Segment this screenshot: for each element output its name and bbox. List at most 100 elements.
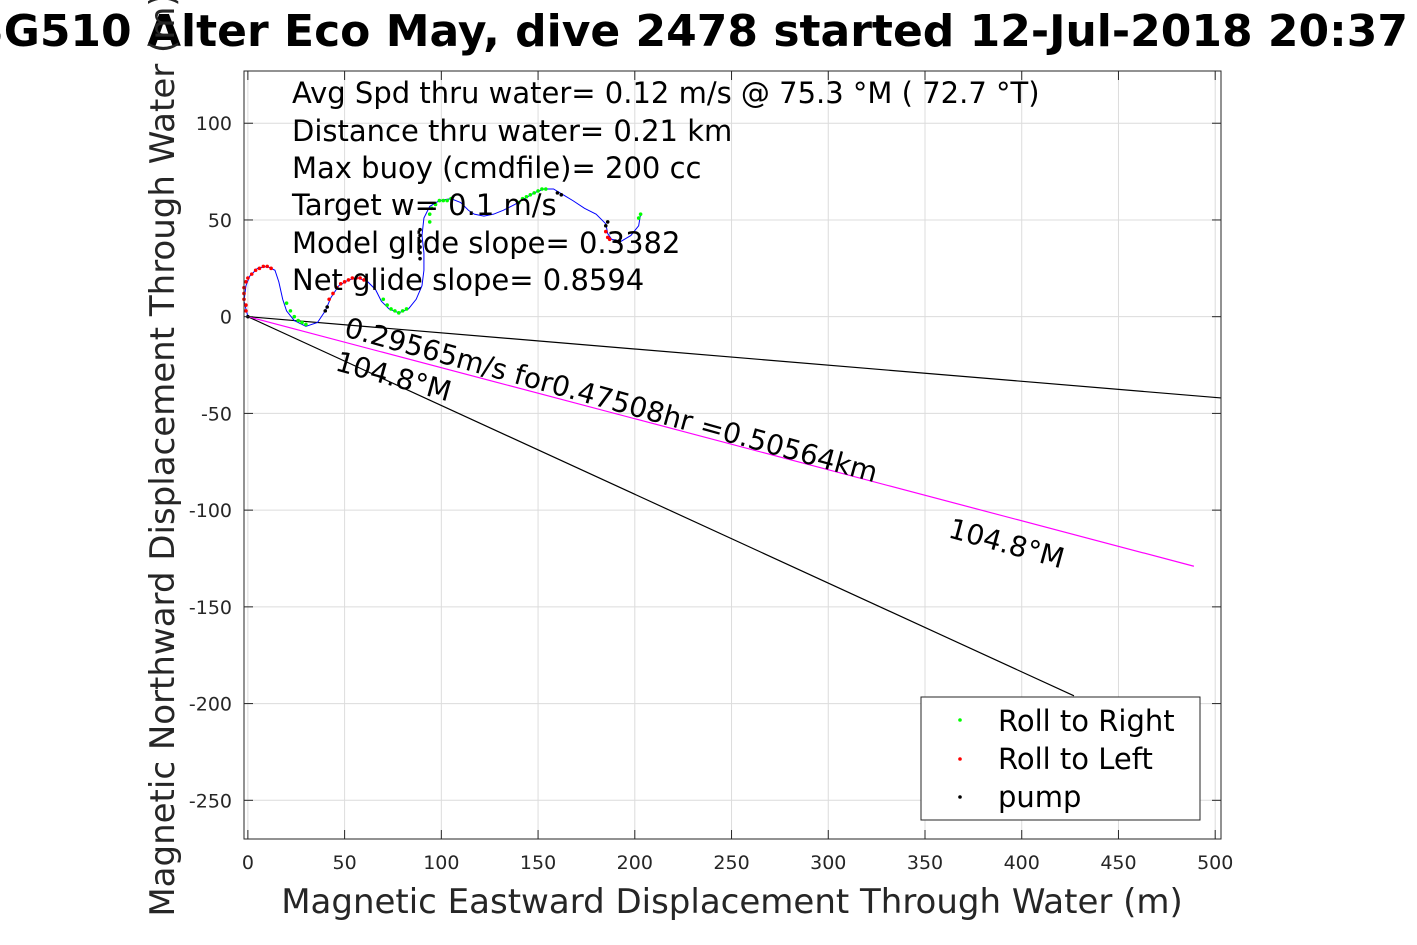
roll-to-left-point — [249, 272, 254, 276]
roll-to-right-point — [433, 202, 438, 207]
roll-to-right-point — [524, 194, 529, 199]
roll-to-right-point — [437, 198, 442, 203]
roll-to-left-point — [358, 276, 362, 280]
roll-to-left-point — [257, 266, 262, 271]
pump-point — [559, 193, 564, 197]
roll-to-right-point — [292, 314, 297, 319]
roll-to-right-point — [429, 206, 434, 211]
chart-title: SG510 Alter Eco May, dive 2478 started 1… — [0, 6, 1408, 57]
pump-point — [605, 220, 610, 224]
roll-to-right-point — [389, 307, 393, 311]
roll-to-left-point — [350, 276, 355, 280]
x-tick-label: 400 — [1004, 852, 1040, 874]
roll-to-left-point — [253, 268, 258, 273]
axes-box — [243, 70, 1222, 840]
x-tick-label: 50 — [333, 852, 357, 874]
legend-label-pump: pump — [998, 780, 1081, 814]
roll-to-left-point — [265, 264, 270, 269]
legend-marker-roll-right — [958, 718, 962, 722]
heading-lower-line — [247, 316, 1075, 697]
info-net-glide: Net glide slope= 0.8594 — [292, 263, 644, 297]
info-max-buoy: Max buoy (cmdfile)= 200 cc — [292, 151, 701, 185]
track-line — [243, 188, 642, 327]
y-tick-label: -100 — [189, 500, 232, 522]
pump-point — [418, 227, 422, 232]
info-distance: Distance thru water= 0.21 km — [292, 114, 732, 148]
y-tick-label: 50 — [208, 210, 232, 232]
pump-point — [325, 305, 329, 309]
roll-to-left-point — [342, 280, 347, 284]
legend-marker-roll-left — [958, 757, 962, 761]
y-tick-label: -150 — [189, 597, 232, 619]
y-tick-label: 100 — [196, 113, 232, 135]
y-tick-label: -50 — [201, 403, 232, 425]
pump-point — [418, 251, 422, 255]
roll-to-left-point — [261, 264, 266, 269]
roll-to-right-point — [300, 320, 304, 325]
y-axis-label: Magnetic Northward Displacement Through … — [143, 0, 183, 917]
roll-to-left-point — [346, 278, 351, 282]
roll-to-right-point — [520, 196, 525, 201]
roll-to-right-point — [532, 191, 536, 195]
y-axis-ticks: -250 -200 -150 -100 -50 0 50 100 — [189, 113, 1221, 812]
pump-point — [418, 256, 422, 261]
roll-to-right-point — [396, 311, 401, 315]
roll-to-right-point — [449, 196, 453, 201]
roll-to-right-point — [404, 307, 409, 311]
y-tick-label: 0 — [220, 307, 232, 329]
x-tick-label: 0 — [242, 852, 254, 874]
roll-to-right-point — [441, 198, 446, 203]
x-tick-label: 250 — [713, 852, 749, 874]
y-tick-label: -200 — [189, 694, 232, 716]
pump-point — [617, 239, 622, 244]
pump-point — [555, 191, 560, 195]
legend-label-roll-left: Roll to Left — [998, 742, 1153, 776]
roll-to-right-point — [544, 187, 548, 191]
roll-to-right-point — [636, 216, 641, 220]
x-axis-ticks: 0 50 100 150 200 250 300 350 400 450 500 — [242, 71, 1233, 874]
roll-to-left-point — [362, 278, 366, 282]
info-model-glide: Model glide slope= 0.3382 — [292, 226, 680, 260]
legend-marker-pump — [958, 795, 962, 799]
current-vector-line — [247, 316, 1195, 567]
roll-to-left-point — [603, 229, 608, 234]
pump-point — [323, 309, 328, 313]
x-tick-label: 500 — [1197, 852, 1233, 874]
roll-to-right-point — [284, 301, 289, 305]
info-target-w: Target w= 0.1 m/s — [291, 188, 557, 222]
heading-annotation-far: 104.8°M — [945, 512, 1068, 575]
roll-to-right-point — [445, 198, 449, 203]
roll-to-right-point — [427, 220, 432, 224]
roll-to-left-point — [335, 285, 339, 290]
x-tick-label: 450 — [1100, 852, 1136, 874]
roll-to-right-point — [536, 189, 540, 193]
y-tick-label: -250 — [189, 790, 232, 812]
info-avg-speed: Avg Spd thru water= 0.12 m/s @ 75.3 °M (… — [292, 76, 1040, 110]
roll-to-right-point — [540, 187, 544, 191]
roll-to-right-point — [296, 318, 300, 323]
roll-to-left-point — [246, 276, 250, 280]
legend: Roll to Right Roll to Left pump — [920, 696, 1201, 821]
plot-area — [242, 187, 1222, 697]
roll-to-right-point — [304, 322, 308, 327]
roll-to-right-point — [381, 297, 386, 302]
pump-point — [418, 245, 422, 249]
roll-to-left-point — [244, 280, 248, 284]
x-tick-label: 350 — [907, 852, 943, 874]
heading-upper-line — [247, 316, 1222, 399]
roll-to-left-point — [327, 297, 331, 302]
roll-to-left-point — [244, 303, 248, 307]
roll-to-right-point — [385, 303, 389, 307]
roll-to-left-point — [331, 291, 335, 296]
pump-point — [603, 223, 608, 228]
x-tick-label: 150 — [520, 852, 556, 874]
info-text-block: Avg Spd thru water= 0.12 m/s @ 75.3 °M (… — [291, 76, 1040, 297]
roll-to-left-point — [338, 281, 343, 286]
roll-to-right-point — [427, 212, 432, 216]
roll-to-right-point — [288, 309, 293, 313]
roll-to-left-point — [269, 266, 273, 271]
roll-to-left-point — [244, 309, 248, 313]
legend-label-roll-right: Roll to Right — [998, 704, 1175, 738]
roll-to-left-point — [607, 237, 612, 242]
